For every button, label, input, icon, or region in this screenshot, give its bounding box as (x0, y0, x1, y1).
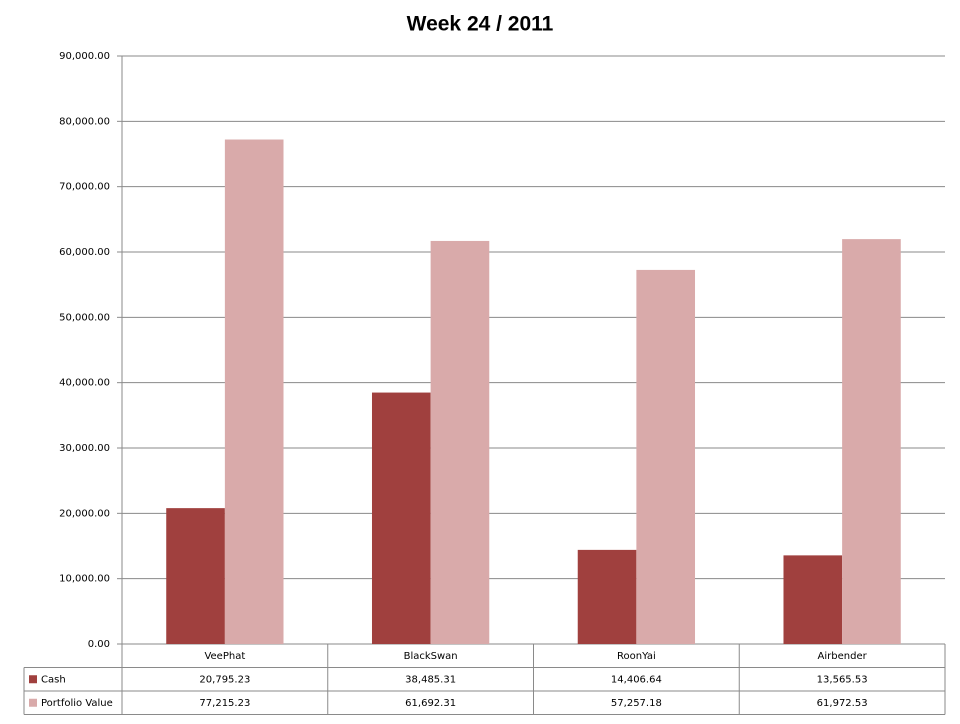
table-value: 61,972.53 (817, 698, 868, 709)
y-tick-label: 60,000.00 (59, 247, 110, 258)
legend-label: Cash (41, 674, 66, 685)
bar (636, 269, 696, 644)
x-tick-label: Airbender (818, 651, 868, 662)
bar (371, 392, 431, 644)
table-value: 38,485.31 (405, 674, 456, 685)
table-value: 77,215.23 (199, 698, 250, 709)
bar (842, 239, 901, 645)
y-tick-label: 20,000.00 (59, 508, 110, 519)
legend-swatch (29, 698, 37, 707)
bar (224, 139, 284, 644)
y-tick-label: 80,000.00 (59, 116, 110, 127)
x-tick-label: BlackSwan (404, 651, 458, 662)
legend-label: Portfolio Value (41, 698, 113, 709)
bar (577, 549, 637, 644)
table-value: 13,565.53 (817, 674, 868, 685)
y-tick-label: 50,000.00 (59, 312, 110, 323)
legend-swatch (29, 675, 37, 684)
table-value: 14,406.64 (611, 674, 662, 685)
x-tick-label: VeePhat (204, 651, 245, 662)
chart-title: Week 24 / 2011 (407, 13, 554, 36)
y-tick-label: 70,000.00 (59, 182, 110, 193)
bar (166, 508, 225, 644)
bar (783, 555, 843, 644)
y-tick-label: 30,000.00 (59, 443, 110, 454)
x-tick-label: RoonYai (617, 651, 656, 662)
y-tick-label: 0.00 (88, 639, 110, 650)
y-tick-label: 90,000.00 (59, 51, 110, 62)
table-value: 61,692.31 (405, 698, 456, 709)
y-tick-label: 40,000.00 (59, 378, 110, 389)
y-tick-label: 10,000.00 (59, 574, 110, 585)
bar (430, 240, 490, 644)
table-value: 57,257.18 (611, 698, 662, 709)
table-value: 20,795.23 (199, 674, 250, 685)
